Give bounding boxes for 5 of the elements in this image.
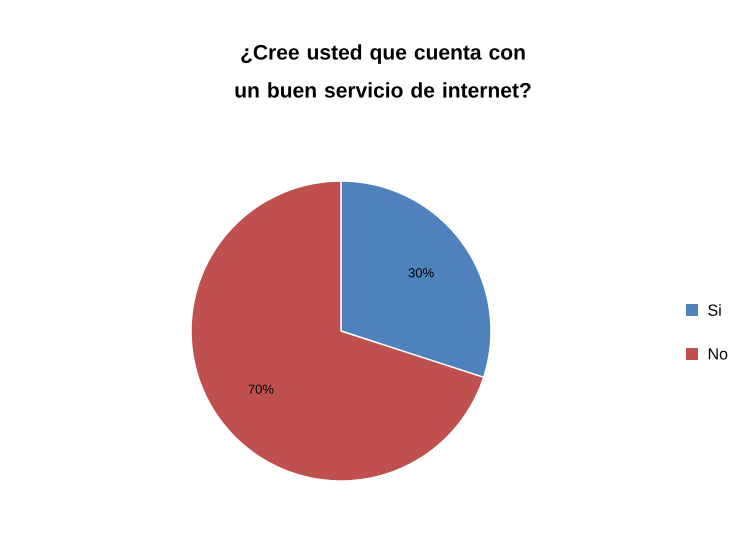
legend-label: No [708, 348, 728, 360]
data-label: 70% [248, 384, 274, 394]
legend-label: Si [708, 304, 721, 316]
data-label: 30% [408, 268, 434, 278]
chart-title: ¿Cree usted que cuenta con un buen servicio de internet? [236, 44, 531, 98]
